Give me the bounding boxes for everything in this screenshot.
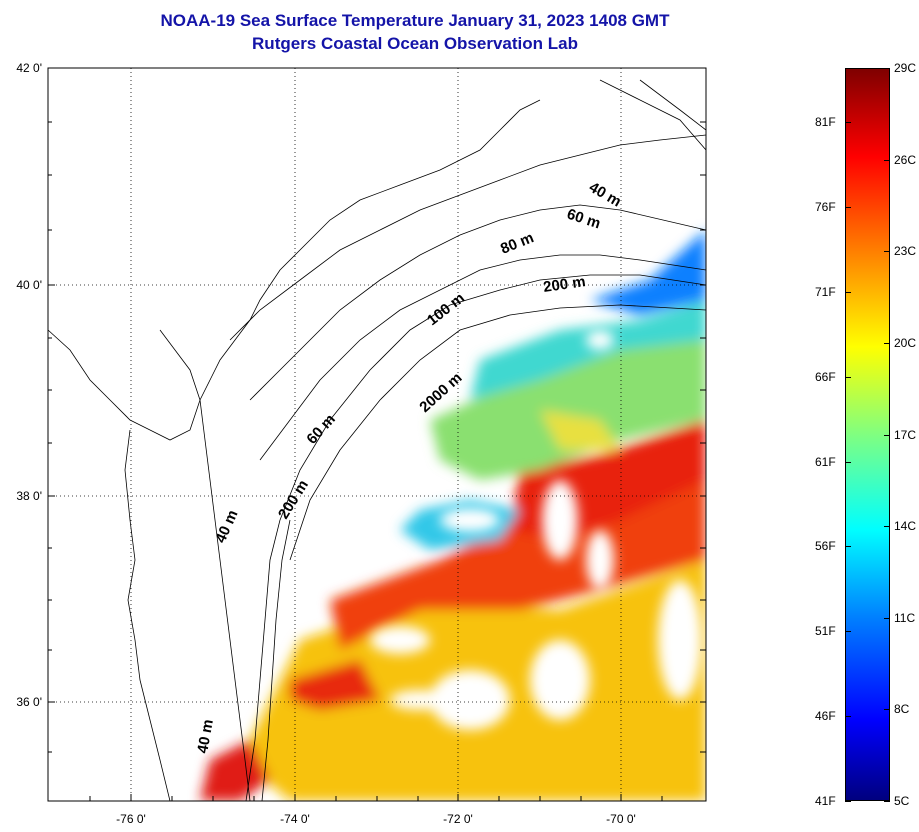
map-title-line-1: NOAA-19 Sea Surface Temperature January …	[160, 11, 670, 30]
lon-label: -72 0'	[443, 812, 473, 826]
colorbar-celsius-label: 23C	[894, 244, 917, 259]
colorbar-fahrenheit-label: 41F	[815, 794, 836, 808]
lat-label: 40 0'	[16, 278, 42, 292]
depth-label: 200 m	[542, 273, 586, 296]
colorbar-tick	[845, 376, 851, 378]
colorbar-fahrenheit-label: 81F	[815, 115, 836, 129]
sst-data-layer	[200, 230, 706, 801]
colorbar-tick	[845, 716, 851, 718]
colorbar-tick	[884, 434, 890, 436]
colorbar-celsius-label: 20C	[894, 335, 917, 350]
colorbar-celsius-label: 29C	[894, 61, 917, 75]
depth-label: 40 m	[212, 507, 241, 545]
depth-label: 80 m	[498, 229, 536, 258]
colorbar-tick	[884, 251, 890, 253]
colorbar-fahrenheit-label: 56F	[815, 539, 836, 554]
colorbar-fahrenheit-label: 66F	[815, 369, 836, 384]
colorbar-tick	[884, 709, 890, 711]
lat-label: 38 0'	[16, 489, 42, 503]
colorbar-tick	[845, 461, 851, 463]
map-title-line-2: Rutgers Coastal Ocean Observation Lab	[252, 34, 578, 53]
colorbar-tick	[884, 68, 890, 69]
colorbar-tick	[845, 206, 851, 208]
colorbar-tick	[884, 159, 890, 161]
lon-label: -74 0'	[280, 812, 310, 826]
colorbar-fahrenheit-label: 71F	[815, 284, 836, 299]
colorbar-tick	[845, 546, 851, 548]
depth-label: 40 m	[194, 718, 217, 755]
colorbar-tick	[884, 342, 890, 344]
colorbar-tick	[884, 617, 890, 619]
colorbar-tick	[884, 526, 890, 528]
colorbar-fahrenheit-label: 51F	[815, 624, 836, 639]
depth-label: 60 m	[565, 206, 603, 233]
coastline-layer	[48, 79, 706, 801]
colorbar-celsius-label: 5C	[894, 794, 910, 808]
colorbar-celsius-label: 17C	[894, 427, 917, 442]
colorbar-fahrenheit-label: 46F	[815, 709, 836, 724]
depth-label: 60 m	[303, 411, 339, 448]
colorbar-celsius-label: 14C	[894, 519, 917, 534]
depth-label: 200 m	[275, 477, 312, 522]
lat-label: 36 0'	[16, 695, 42, 709]
colorbar-celsius-label: 26C	[894, 152, 917, 167]
depth-label: 40 m	[586, 179, 624, 211]
lon-label: -70 0'	[606, 812, 636, 826]
colorbar-tick	[845, 801, 851, 802]
colorbar-fahrenheit-label: 61F	[815, 454, 836, 469]
colorbar-fahrenheit-label: 76F	[815, 199, 836, 214]
colorbar-tick	[845, 631, 851, 633]
lat-label: 42 0'	[16, 61, 42, 75]
graticule	[48, 68, 706, 801]
depth-label: 100 m	[424, 290, 468, 330]
colorbar-tick	[845, 291, 851, 293]
colorbar-tick	[884, 801, 890, 802]
lon-label: -76 0'	[116, 812, 146, 826]
colorbar-celsius-label: 11C	[894, 610, 916, 625]
colorbar-celsius-label: 8C	[894, 702, 910, 717]
colorbar-tick	[845, 122, 851, 123]
